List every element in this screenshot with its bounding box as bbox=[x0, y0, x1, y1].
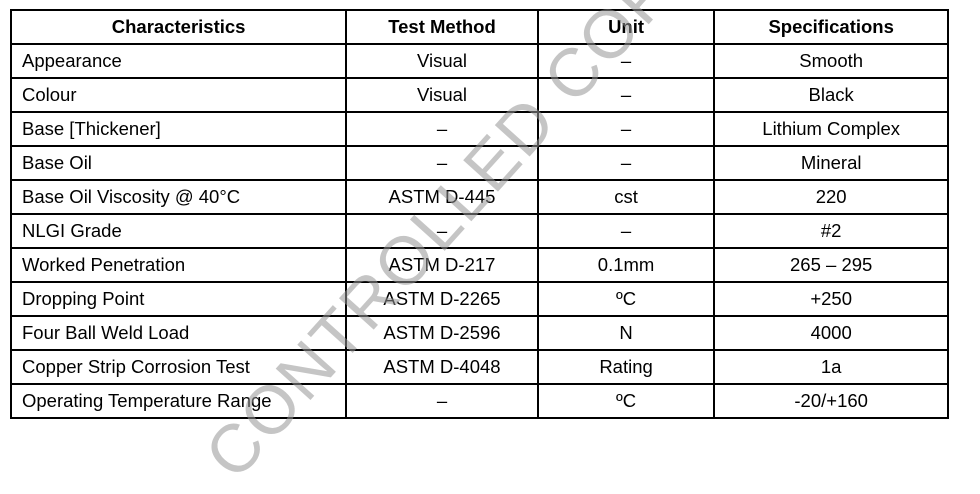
cell-specification: Black bbox=[713, 77, 949, 113]
cell-characteristic: Worked Penetration bbox=[9, 247, 348, 283]
cell-characteristic: Four Ball Weld Load bbox=[9, 315, 348, 351]
cell-characteristic: Dropping Point bbox=[9, 281, 348, 317]
cell-specification: Smooth bbox=[713, 43, 949, 79]
cell-unit: – bbox=[536, 77, 716, 113]
cell-unit: Rating bbox=[536, 349, 716, 385]
table-header-row: Characteristics Test Method Unit Specifi… bbox=[9, 9, 949, 45]
cell-specification: 265 – 295 bbox=[713, 247, 949, 283]
header-specifications: Specifications bbox=[713, 9, 949, 45]
header-test-method: Test Method bbox=[345, 9, 539, 45]
cell-test-method: – bbox=[345, 145, 539, 181]
cell-specification: +250 bbox=[713, 281, 949, 317]
cell-unit: – bbox=[536, 111, 716, 147]
cell-characteristic: Base [Thickener] bbox=[9, 111, 348, 147]
cell-specification: 1a bbox=[713, 349, 949, 385]
cell-characteristic: Operating Temperature Range bbox=[9, 383, 348, 419]
cell-characteristic: Colour bbox=[9, 77, 348, 113]
cell-unit: – bbox=[536, 145, 716, 181]
cell-test-method: Visual bbox=[345, 77, 539, 113]
table-row: Operating Temperature Range – ºC -20/+160 bbox=[9, 383, 949, 419]
table-row: Base Oil Viscosity @ 40°C ASTM D-445 cst 22… bbox=[9, 179, 949, 215]
cell-unit: ºC bbox=[536, 383, 716, 419]
cell-characteristic: NLGI Grade bbox=[9, 213, 348, 249]
table-row: Base Oil – – Mineral bbox=[9, 145, 949, 181]
cell-test-method: ASTM D-4048 bbox=[345, 349, 539, 385]
cell-unit: – bbox=[536, 213, 716, 249]
table-row: Colour Visual – Black bbox=[9, 77, 949, 113]
cell-specification: 4000 bbox=[713, 315, 949, 351]
header-characteristics: Characteristics bbox=[9, 9, 348, 45]
table-row: Four Ball Weld Load ASTM D-2596 N 4000 bbox=[9, 315, 949, 351]
cell-characteristic: Base Oil bbox=[9, 145, 348, 181]
cell-test-method: – bbox=[345, 111, 539, 147]
cell-specification: -20/+160 bbox=[713, 383, 949, 419]
table-row: Worked Penetration ASTM D-217 0.1mm 265 – 2… bbox=[9, 247, 949, 283]
cell-characteristic: Base Oil Viscosity @ 40°C bbox=[9, 179, 348, 215]
table-row: Base [Thickener] – – Lithium Complex bbox=[9, 111, 949, 147]
cell-test-method: Visual bbox=[345, 43, 539, 79]
cell-unit: 0.1mm bbox=[536, 247, 716, 283]
specifications-table: Characteristics Test Method Unit Specifi… bbox=[9, 9, 949, 419]
cell-test-method: ASTM D-445 bbox=[345, 179, 539, 215]
table-row: Copper Strip Corrosion Test ASTM D-4048 Ra… bbox=[9, 349, 949, 385]
cell-test-method: ASTM D-2265 bbox=[345, 281, 539, 317]
table-row: NLGI Grade – – #2 bbox=[9, 213, 949, 249]
cell-specification: 220 bbox=[713, 179, 949, 215]
cell-characteristic: Appearance bbox=[9, 43, 348, 79]
cell-specification: Lithium Complex bbox=[713, 111, 949, 147]
cell-test-method: – bbox=[345, 383, 539, 419]
table-row: Dropping Point ASTM D-2265 ºC +250 bbox=[9, 281, 949, 317]
cell-test-method: ASTM D-217 bbox=[345, 247, 539, 283]
cell-characteristic: Copper Strip Corrosion Test bbox=[9, 349, 348, 385]
cell-unit: – bbox=[536, 43, 716, 79]
cell-unit: ºC bbox=[536, 281, 716, 317]
cell-test-method: ASTM D-2596 bbox=[345, 315, 539, 351]
cell-test-method: – bbox=[345, 213, 539, 249]
cell-specification: Mineral bbox=[713, 145, 949, 181]
cell-specification: #2 bbox=[713, 213, 949, 249]
cell-unit: cst bbox=[536, 179, 716, 215]
cell-unit: N bbox=[536, 315, 716, 351]
table-row: Appearance Visual – Smooth bbox=[9, 43, 949, 79]
header-unit: Unit bbox=[536, 9, 716, 45]
